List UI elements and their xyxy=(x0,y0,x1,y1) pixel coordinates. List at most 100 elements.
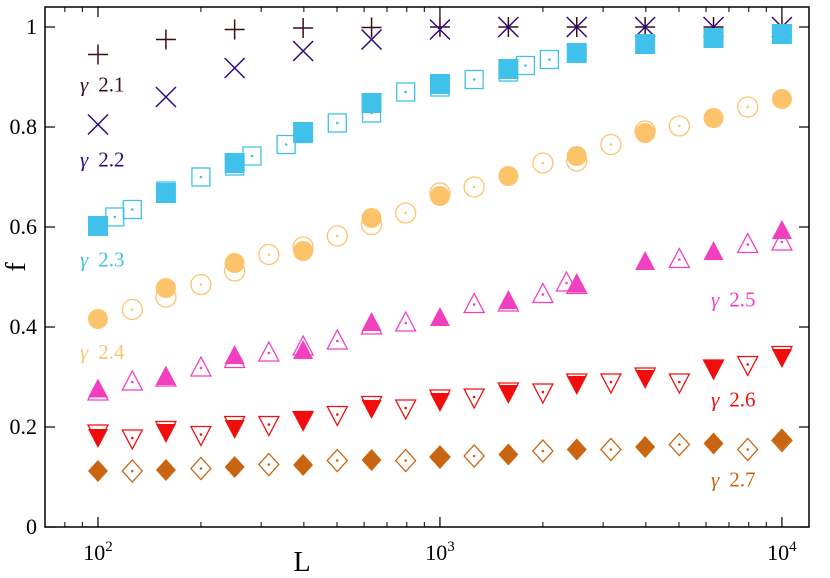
series-label: γ 2.7 xyxy=(711,468,756,492)
gamma-symbol: γ xyxy=(711,288,720,312)
filled-diamond-marker xyxy=(224,456,245,478)
open-diamond-marker xyxy=(326,448,349,473)
open-triangle-up-marker xyxy=(770,229,793,251)
filled-diamond-marker xyxy=(361,449,382,471)
open-circle-marker xyxy=(737,96,759,118)
x-axis-label: L xyxy=(293,547,310,578)
filled-triangle-up-marker xyxy=(155,366,176,385)
y-tick-label: 0.2 xyxy=(10,414,38,439)
filled-circle-marker xyxy=(635,123,656,143)
filled-diamond-marker xyxy=(635,436,656,458)
open-triangle-down-marker xyxy=(531,383,554,405)
open-square-marker xyxy=(191,167,211,187)
filled-square-marker xyxy=(224,153,245,173)
filled-circle-marker xyxy=(293,241,314,261)
y-tick-label: 1 xyxy=(26,14,37,39)
filled-square-marker xyxy=(498,59,519,79)
filled-circle-marker xyxy=(703,108,724,128)
gamma-value: 2.5 xyxy=(729,288,755,312)
filled-square-marker xyxy=(635,34,656,54)
y-tick-label: 0.8 xyxy=(10,114,38,139)
filled-square-marker xyxy=(703,28,724,48)
series-label: γ 2.3 xyxy=(80,248,125,272)
open-triangle-up-marker xyxy=(257,340,280,362)
gamma-symbol: γ xyxy=(80,248,89,272)
open-triangle-up-marker xyxy=(736,232,759,254)
open-triangle-up-marker xyxy=(394,310,417,332)
y-tick-label: 0 xyxy=(26,514,37,539)
filled-triangle-up-marker xyxy=(224,345,245,364)
gamma-symbol: γ xyxy=(80,148,89,172)
filled-triangle-down-marker xyxy=(703,360,724,379)
filled-plus-marker xyxy=(361,17,382,38)
filled-cross-marker xyxy=(429,18,451,41)
filled-plus-marker xyxy=(224,19,245,40)
gamma-symbol: γ xyxy=(80,73,89,97)
filled-triangle-down-marker xyxy=(498,385,519,404)
open-triangle-down-marker xyxy=(463,388,486,410)
filled-triangle-up-marker xyxy=(635,251,656,270)
series-2-4 xyxy=(87,89,792,329)
filled-plus-marker xyxy=(293,18,314,38)
open-diamond-marker xyxy=(532,439,554,463)
filled-triangle-down-marker xyxy=(155,424,176,443)
filled-diamond-marker xyxy=(429,446,450,468)
filled-cross-marker xyxy=(224,57,246,79)
open-circle-marker xyxy=(190,273,212,296)
filled-plus-marker xyxy=(87,44,108,65)
y-tick-label: 0.4 xyxy=(10,314,38,339)
open-square-marker xyxy=(515,55,536,76)
filled-circle-marker xyxy=(498,166,519,186)
open-square-marker xyxy=(276,134,296,155)
open-triangle-up-marker xyxy=(555,270,578,292)
filled-triangle-up-marker xyxy=(566,273,587,293)
x-tick-label: 103 xyxy=(425,539,455,565)
open-circle-marker xyxy=(668,115,690,137)
open-diamond-marker xyxy=(600,437,622,462)
filled-plus-marker xyxy=(429,17,450,37)
open-diamond-marker xyxy=(668,432,691,457)
filled-square-marker xyxy=(566,43,587,63)
filled-circle-marker xyxy=(361,208,382,228)
filled-cross-marker xyxy=(566,16,588,38)
open-square-marker xyxy=(105,207,125,227)
gamma-value: 2.3 xyxy=(98,248,124,272)
series-2-5 xyxy=(86,220,793,401)
open-diamond-marker xyxy=(190,456,212,481)
open-square-marker xyxy=(539,49,560,70)
filled-square-marker xyxy=(771,24,792,44)
filled-triangle-up-marker xyxy=(498,290,519,309)
open-circle-marker xyxy=(121,298,143,321)
filled-triangle-down-marker xyxy=(293,411,314,431)
filled-triangle-down-marker xyxy=(361,400,382,419)
filled-triangle-down-marker xyxy=(87,429,108,448)
series-2-7 xyxy=(87,428,793,483)
gamma-value: 2.4 xyxy=(98,340,125,364)
x-tick-label: 102 xyxy=(83,539,113,565)
series-2-3 xyxy=(87,24,792,236)
filled-diamond-marker xyxy=(87,460,108,482)
open-diamond-marker xyxy=(257,452,280,477)
filled-circle-marker xyxy=(87,309,108,329)
gamma-value: 2.2 xyxy=(98,148,124,172)
open-square-marker xyxy=(464,69,484,90)
filled-square-marker xyxy=(429,74,450,94)
y-axis-label: f xyxy=(1,262,32,272)
gamma-value: 2.1 xyxy=(98,73,124,97)
filled-cross-marker xyxy=(634,16,656,38)
filled-triangle-down-marker xyxy=(635,370,656,389)
open-triangle-down-marker xyxy=(326,405,349,427)
filled-square-marker xyxy=(87,216,108,236)
open-triangle-up-marker xyxy=(463,292,486,314)
open-triangle-up-marker xyxy=(326,328,349,350)
filled-triangle-up-marker xyxy=(293,340,314,359)
open-triangle-down-marker xyxy=(736,355,759,377)
open-triangle-down-marker xyxy=(121,429,144,451)
open-diamond-marker xyxy=(463,444,486,468)
filled-plus-marker xyxy=(155,29,176,50)
filled-diamond-marker xyxy=(703,432,724,455)
open-triangle-down-marker xyxy=(394,399,417,421)
filled-cross-marker xyxy=(361,28,383,51)
open-triangle-up-marker xyxy=(121,369,144,391)
